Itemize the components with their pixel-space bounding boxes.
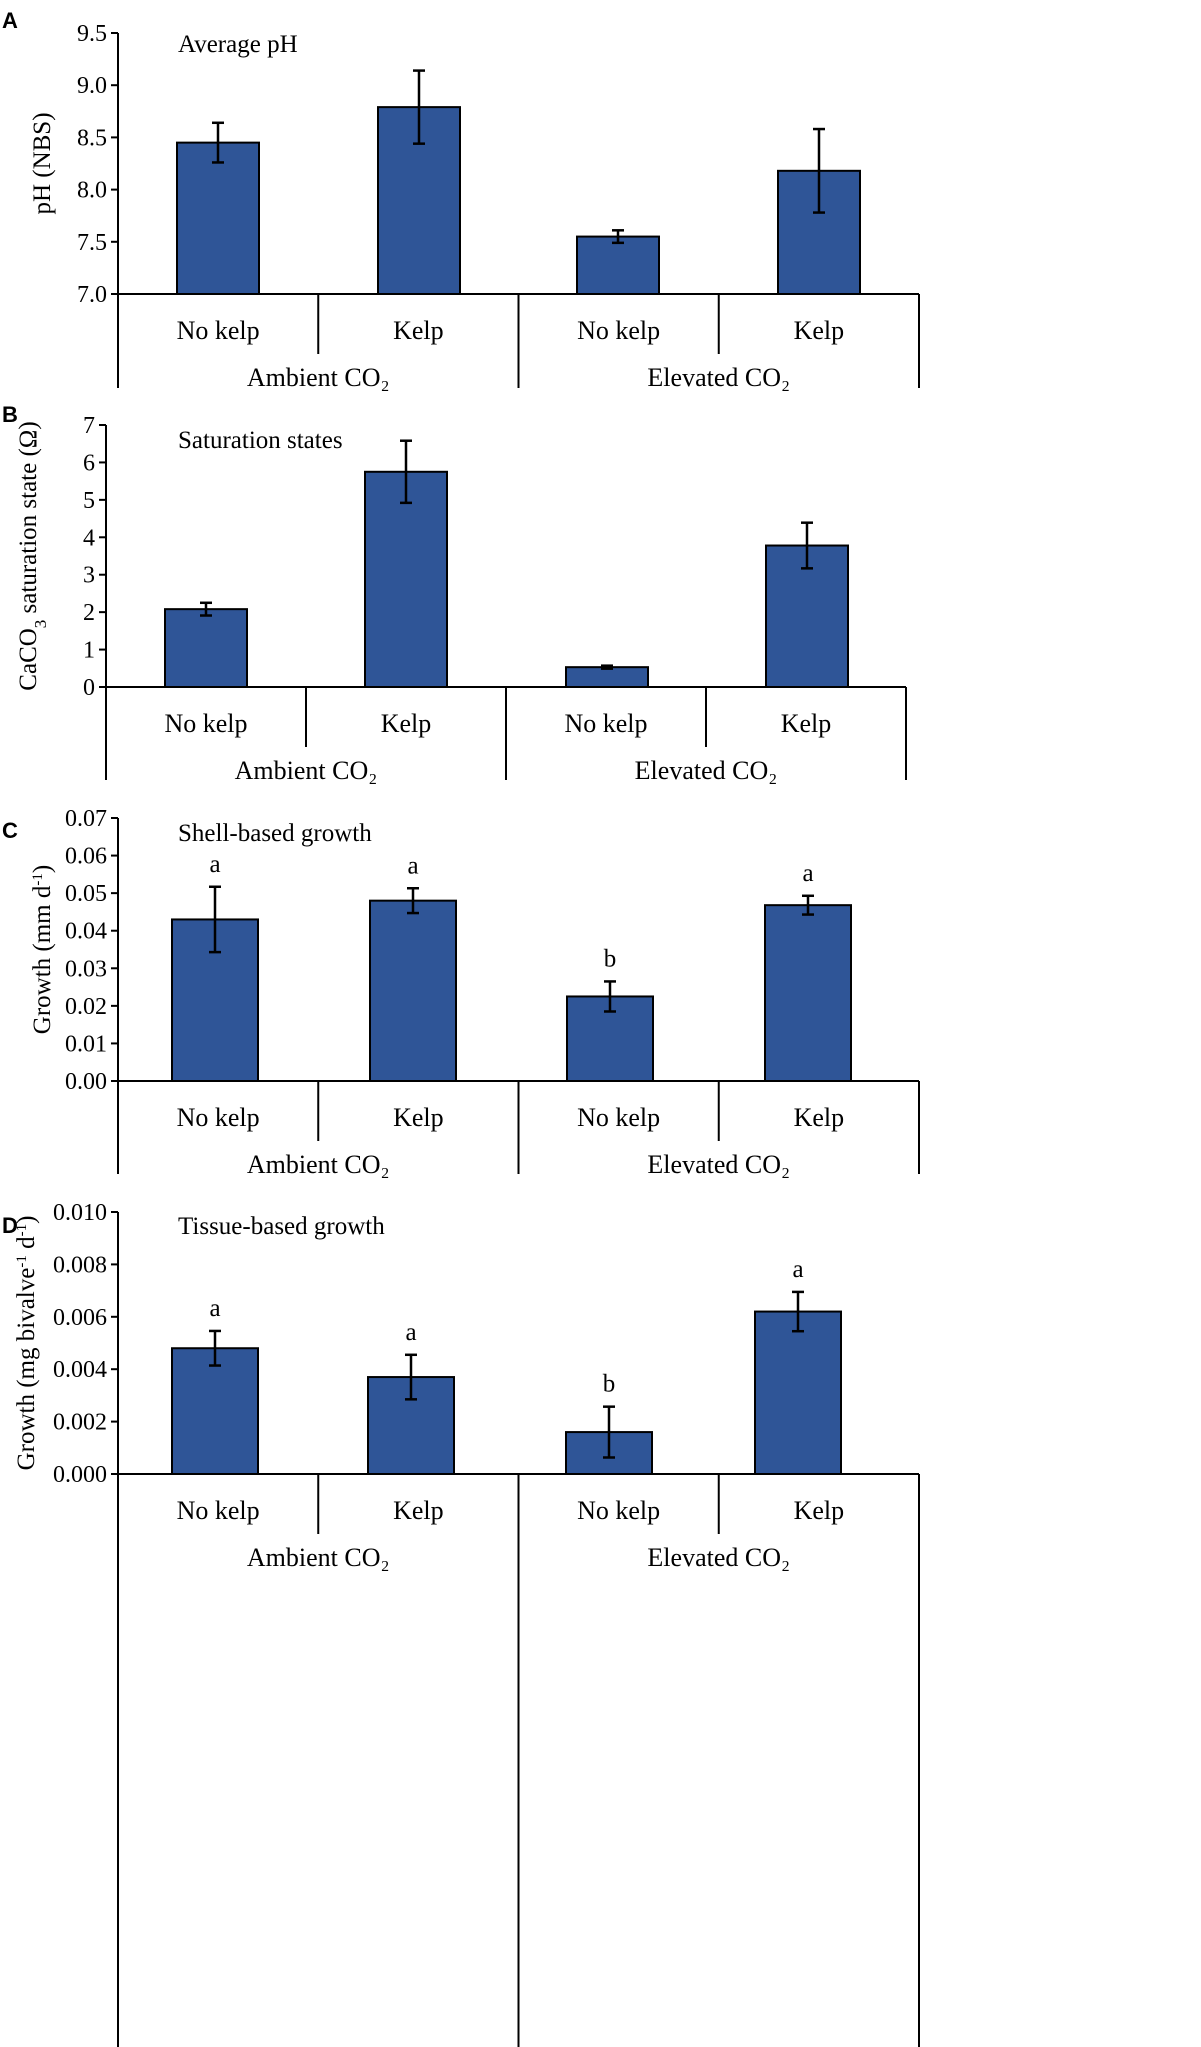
chart-panel-d: D Tissue-based growth a a b a 0.000 0.002 0.004 0… (2, 1200, 920, 2047)
y-tick-label: 0.008 (53, 1252, 107, 1278)
x-category-label: Kelp (794, 1496, 845, 1525)
x-category-label: No kelp (177, 1496, 260, 1525)
bar (364, 470, 448, 688)
y-tick-label: 0.004 (53, 1357, 107, 1383)
x-group-label: Ambient CO₂ (247, 363, 390, 392)
chart-title: Shell-based growth (178, 820, 372, 847)
x-group-label: Ambient CO₂ (235, 756, 378, 785)
y-tick-label: 0.04 (65, 919, 107, 945)
panel-letter: B (2, 402, 18, 427)
chart-panel-c: C Shell-based growth a a b a 0.00 0.01 0.02 0.03 0… (2, 806, 920, 1179)
x-category-label: Kelp (781, 709, 832, 738)
chart-title: Tissue-based growth (178, 1213, 385, 1240)
x-group-label: Elevated CO₂ (635, 756, 778, 785)
y-tick-label: 0.07 (65, 806, 107, 832)
chart-panel-a: A Average pH 7.0 7.5 8.0 8.5 9.0 9.5 No kelp Kelp… (2, 8, 920, 392)
y-tick-label: 0.02 (65, 994, 107, 1020)
y-tick-label: 9.0 (77, 73, 107, 99)
x-category-label: Kelp (381, 709, 432, 738)
significance-letter: a (405, 1319, 416, 1346)
y-tick-label: 0.06 (65, 844, 107, 870)
y-tick-label: 7 (83, 413, 95, 439)
chart-title: Average pH (178, 31, 298, 58)
y-tick-label: 4 (83, 525, 95, 551)
x-category-label: No kelp (564, 709, 647, 738)
y-tick-label: 2 (83, 600, 95, 626)
bar (576, 235, 660, 295)
y-tick-label: 0 (83, 675, 95, 701)
bar (369, 899, 457, 1083)
panel-letter: C (2, 818, 18, 843)
chart-panels: A Average pH 7.0 7.5 8.0 8.5 9.0 9.5 No kelp Kelp… (2, 8, 920, 2047)
panel-letter: D (2, 1213, 18, 1238)
chart-title: Saturation states (178, 427, 343, 454)
significance-letter: a (407, 852, 418, 879)
y-tick-label: 0.00 (65, 1069, 107, 1095)
bar (171, 1347, 259, 1475)
y-axis-label: Growth (mg bivalve-1 d-1) (13, 1216, 40, 1471)
x-category-label: No kelp (164, 709, 247, 738)
y-tick-label: 0.006 (53, 1305, 107, 1331)
y-tick-label: 5 (83, 488, 95, 514)
x-category-label: Kelp (393, 1496, 444, 1525)
x-category-label: Kelp (794, 1103, 845, 1132)
panel-letter: A (2, 8, 18, 33)
x-category-label: Kelp (794, 316, 845, 345)
x-category-label: No kelp (577, 1496, 660, 1525)
x-group-label: Elevated CO₂ (647, 1543, 790, 1572)
y-axis-label: pH (NBS) (29, 112, 56, 214)
chart-panel-b: B Saturation states 0 1 2 3 4 5 6 7 No kelp Kelp No … (2, 402, 907, 785)
x-category-label: Kelp (393, 1103, 444, 1132)
y-tick-label: 0.002 (53, 1410, 107, 1436)
y-tick-label: 7.0 (77, 282, 107, 308)
x-group-label: Ambient CO₂ (247, 1150, 390, 1179)
y-tick-label: 1 (83, 638, 95, 664)
y-tick-label: 0.01 (65, 1031, 107, 1057)
significance-letter: b (604, 945, 617, 972)
x-category-label: No kelp (177, 1103, 260, 1132)
y-axis-label: Growth (mm d-1) (29, 865, 56, 1034)
y-tick-label: 0.03 (65, 956, 107, 982)
bar (164, 608, 248, 688)
bar (764, 904, 852, 1082)
bar (565, 666, 649, 688)
bar (754, 1310, 842, 1476)
significance-letter: b (603, 1371, 616, 1398)
bar (176, 141, 260, 295)
y-tick-label: 0.010 (53, 1200, 107, 1226)
x-category-label: No kelp (577, 316, 660, 345)
y-tick-label: 6 (83, 450, 95, 476)
significance-letter: a (209, 1295, 220, 1322)
x-group-label: Ambient CO₂ (247, 1543, 390, 1572)
x-category-label: Kelp (393, 316, 444, 345)
y-tick-label: 7.5 (77, 230, 107, 256)
significance-letter: a (802, 860, 813, 887)
y-tick-label: 8.0 (77, 178, 107, 204)
x-category-label: No kelp (577, 1103, 660, 1132)
significance-letter: a (792, 1256, 803, 1283)
y-tick-label: 0.05 (65, 881, 107, 907)
x-category-label: No kelp (177, 316, 260, 345)
y-tick-label: 9.5 (77, 21, 107, 47)
significance-letter: a (209, 851, 220, 878)
x-group-label: Elevated CO₂ (647, 1150, 790, 1179)
y-axis-label: CaCO3 saturation state (Ω) (15, 421, 50, 690)
y-tick-label: 0.000 (53, 1462, 107, 1488)
x-group-label: Elevated CO₂ (647, 363, 790, 392)
y-tick-label: 3 (83, 563, 95, 589)
y-tick-label: 8.5 (77, 125, 107, 151)
